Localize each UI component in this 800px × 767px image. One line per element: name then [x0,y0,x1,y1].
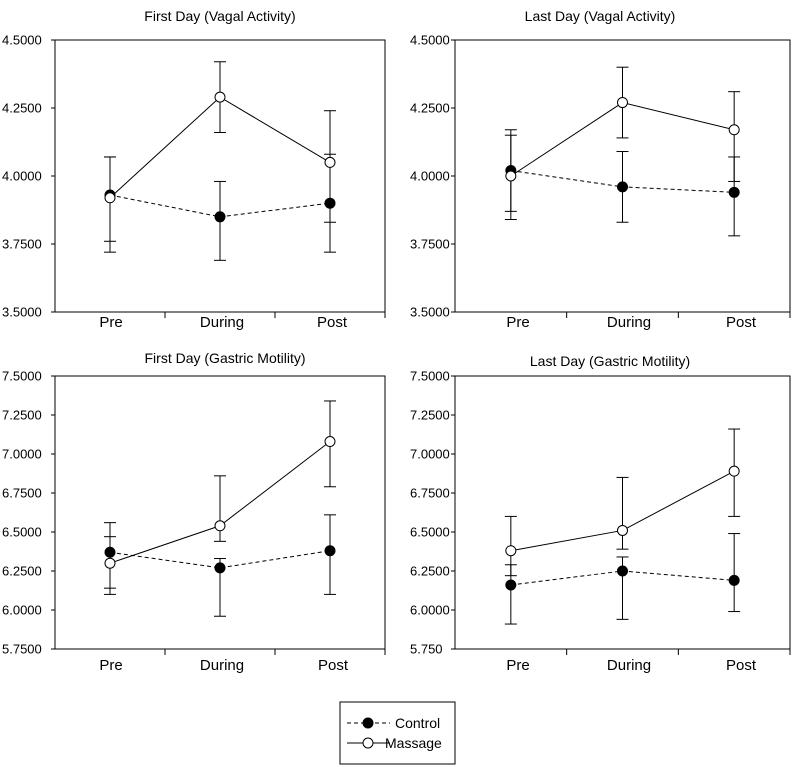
data-point [617,524,628,536]
x-category-label: During [607,657,651,674]
chart-title: First Day (Gastric Motility) [145,350,306,366]
x-category-label: During [200,314,244,331]
chart-panel-1: First Day (Vagal Activity) 4.5000 4.2500 4.… [2,8,386,331]
y-tick-label: 7.2500 [2,408,42,423]
y-tick-label: 4.2500 [410,101,450,116]
data-point [214,91,226,103]
data-point [324,436,336,448]
x-category-label: Post [726,314,757,331]
y-tick-label: 6.5000 [2,525,42,540]
data-point [505,579,517,591]
data-point [728,186,740,198]
chart-panel-2: Last Day (Vagal Activity) 4.5000 4.2500 4.0… [410,8,791,331]
legend-marker-massage [362,737,374,749]
chart-title: Last Day (Vagal Activity) [525,8,676,24]
x-category-label: Post [726,657,757,674]
data-point [728,574,740,586]
x-category-label: Pre [506,314,529,331]
data-point [505,170,517,182]
data-point [104,557,116,569]
series-massage [504,428,741,577]
legend-box [339,701,456,765]
legend: Control Massage [339,701,456,765]
x-category-label: Pre [506,657,529,674]
y-tick-label: 3.7500 [2,237,42,252]
y-tick-label: 6.7500 [2,486,42,501]
y-tick-label: 6.7500 [410,486,450,501]
data-point [104,192,116,204]
plot-frame [54,375,386,650]
y-tick-label: 7.5000 [2,369,42,384]
y-tick-label: 4.2500 [2,101,42,116]
y-tick-label: 6.2500 [410,564,450,579]
y-tick-label: 6.5000 [410,525,450,540]
y-tick-label: 7.5000 [410,369,450,384]
y-tick-label: 6.0000 [2,603,42,618]
x-category-label: Pre [99,657,122,674]
y-tick-label: 6.2500 [2,564,42,579]
y-tick-label: 7.0000 [410,447,450,462]
y-tick-label: 6.0000 [410,603,450,618]
data-point [728,124,740,136]
y-tick-label: 4.5000 [410,33,450,48]
series-control [504,134,741,237]
data-point [617,97,628,109]
chart-panel-4: Last Day (Gastric Motility) 7.5000 7.2500 7… [410,353,791,674]
y-tick-label: 5.750 [410,642,443,657]
y-tick-label: 4.0000 [2,169,42,184]
x-category-label: Post [318,657,349,674]
y-tick-label: 3.5000 [410,305,450,320]
y-tick-label: 4.5000 [2,33,42,48]
data-point [214,562,226,574]
y-tick-label: 5.7500 [2,642,42,657]
y-tick-label: 7.2500 [410,408,450,423]
y-tick-label: 3.7500 [410,237,450,252]
y-tick-label: 3.5000 [2,305,42,320]
x-category-label: Pre [99,314,122,331]
series-massage [504,66,741,212]
x-category-label: Post [317,314,348,331]
legend-label-massage: Massage [385,735,442,751]
data-point [505,545,517,557]
series-line [109,550,331,569]
series-massage [104,400,336,595]
chart-panel-3: First Day (Gastric Motility) 7.5000 7.2500… [2,350,386,674]
series-control [504,533,741,625]
plot-frame [454,375,791,650]
data-point [324,156,336,168]
series-massage [104,61,336,242]
x-category-label: During [200,657,244,674]
series-control [104,153,336,261]
legend-label-control: Control [395,715,440,731]
y-tick-label: 4.0000 [410,169,450,184]
data-point [324,545,336,557]
data-point [728,465,740,477]
chart-title: Last Day (Gastric Motility) [530,353,690,369]
legend-marker-control [362,717,374,729]
data-point [617,181,628,193]
data-point [617,565,628,577]
x-category-label: During [607,314,651,331]
data-point [214,520,226,532]
y-tick-label: 7.0000 [2,447,42,462]
chart-title: First Day (Vagal Activity) [144,8,295,24]
data-point [214,211,226,223]
